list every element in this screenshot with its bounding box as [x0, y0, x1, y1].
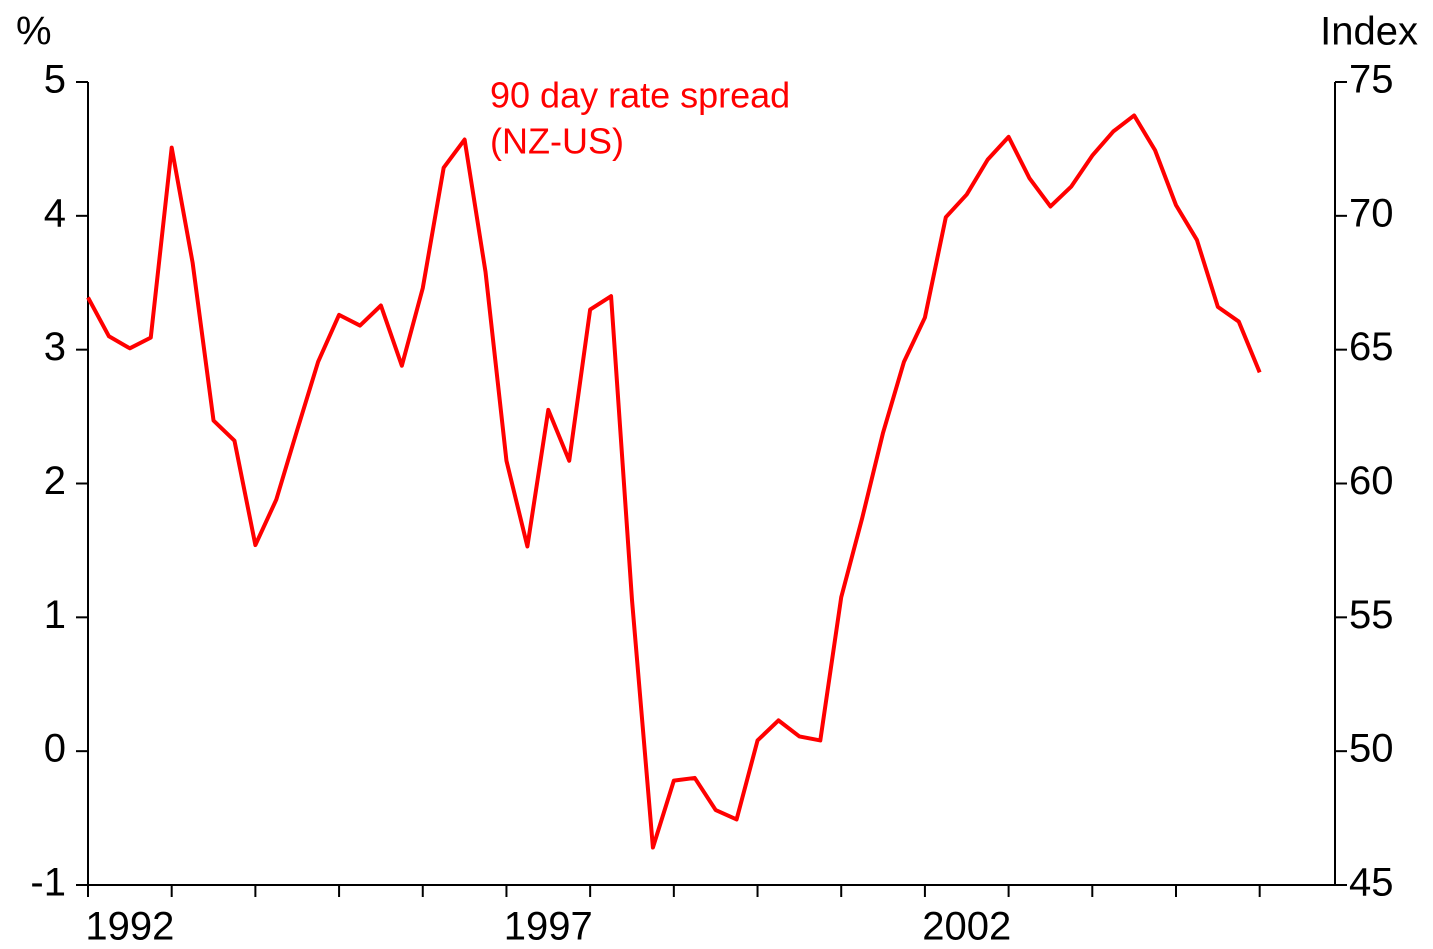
y-tick-label: 4	[44, 191, 66, 235]
y-tick-label: 0	[44, 727, 66, 771]
y2-tick-label: 70	[1349, 191, 1394, 235]
y2-tick-label: 45	[1349, 861, 1394, 905]
y2-tick-label: 75	[1349, 58, 1394, 102]
y-tick-label: 1	[44, 593, 66, 637]
series-line	[86, 113, 1262, 850]
y2-tick-label: 60	[1349, 459, 1394, 503]
y2-tick-label: 50	[1349, 727, 1394, 771]
y2-axis-label: Index	[1320, 10, 1418, 54]
y-axis-label: %	[16, 10, 52, 54]
y-tick-label: 5	[44, 58, 66, 102]
y-tick-label: 3	[44, 325, 66, 369]
y-tick-label: -1	[30, 861, 66, 905]
y-tick-label: 2	[44, 459, 66, 503]
y2-tick-label: 55	[1349, 593, 1394, 637]
y2-tick-label: 65	[1349, 325, 1394, 369]
x-tick-label: 1997	[504, 905, 593, 949]
annotation: (NZ-US)	[490, 121, 624, 162]
x-tick-label: 2002	[922, 905, 1011, 949]
x-tick-label: 1992	[85, 905, 174, 949]
annotation: 90 day rate spread	[490, 75, 790, 116]
